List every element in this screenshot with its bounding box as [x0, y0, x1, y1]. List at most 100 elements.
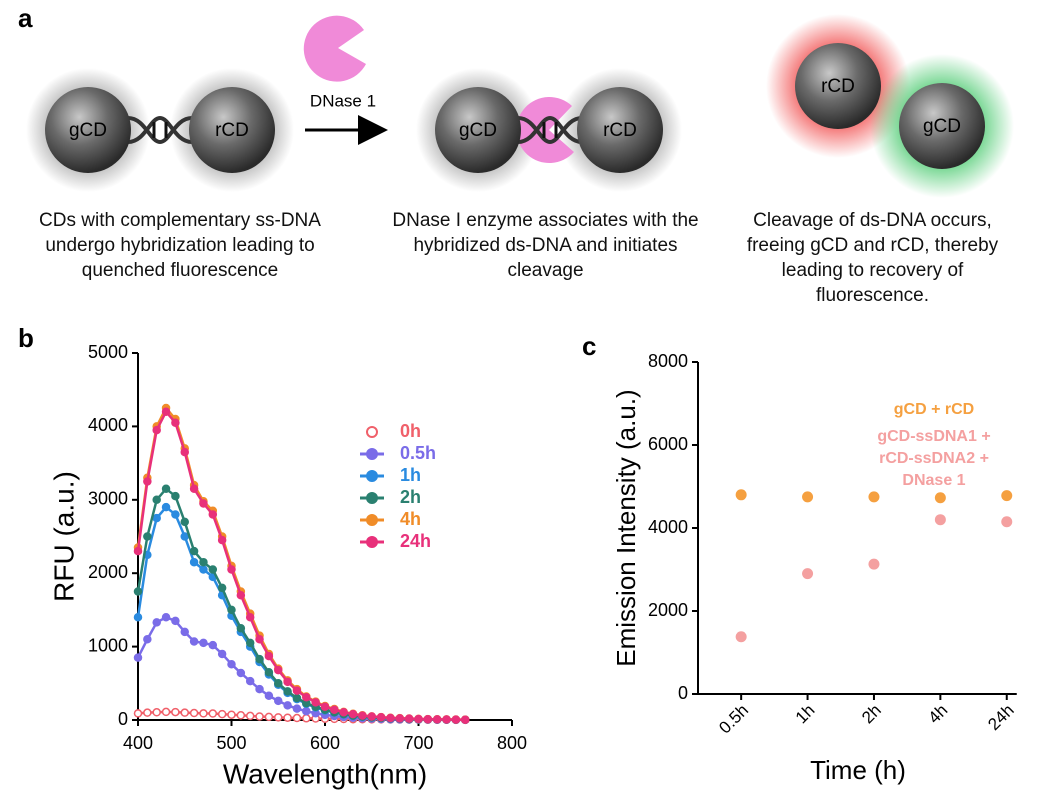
data-point — [161, 407, 171, 416]
x-tick-label: 400 — [123, 733, 153, 753]
data-point — [367, 712, 376, 721]
data-point — [802, 491, 814, 503]
data-point — [264, 712, 274, 722]
data-point — [161, 612, 171, 622]
data-point — [302, 714, 311, 723]
y-tick-label: 1000 — [88, 635, 128, 655]
data-point — [227, 710, 236, 719]
y-tick-label: 8000 — [648, 351, 688, 371]
data-point — [133, 709, 143, 718]
data-point — [171, 707, 180, 717]
data-point — [199, 638, 208, 648]
data-point — [133, 587, 143, 596]
data-point — [161, 502, 171, 512]
data-point — [302, 706, 311, 716]
particle-label: gCD — [459, 120, 497, 141]
enzyme-icon — [303, 15, 366, 82]
data-point — [217, 535, 227, 545]
legend-label: 1h — [400, 465, 421, 485]
legend-label: gCD + rCD — [894, 401, 974, 418]
legend-label: 0h — [400, 421, 421, 441]
data-point — [255, 712, 264, 721]
y-axis-title: RFU (a.u.) — [48, 471, 79, 602]
data-point — [217, 709, 227, 719]
data-point — [199, 557, 208, 567]
data-point — [868, 491, 880, 503]
data-point — [152, 513, 161, 523]
data-point — [133, 653, 143, 662]
data-point — [171, 491, 180, 501]
data-point — [208, 640, 218, 650]
enzyme-bound-pair — [416, 68, 682, 192]
data-point — [274, 696, 283, 706]
x-tick-label: 4h — [925, 701, 952, 728]
data-point — [461, 715, 470, 724]
data-point — [358, 711, 367, 720]
caption: DNase I enzyme associates with the hybri… — [392, 210, 699, 281]
data-point — [152, 425, 161, 435]
data-point — [189, 557, 199, 567]
data-point — [245, 612, 255, 622]
y-tick-label: 6000 — [648, 434, 688, 454]
data-point — [143, 532, 152, 541]
data-point — [868, 558, 880, 570]
legend-marker — [366, 426, 378, 438]
data-point — [199, 499, 208, 508]
data-point — [432, 715, 442, 724]
data-point — [283, 701, 292, 710]
particle-label: gCD — [69, 120, 107, 141]
data-point — [292, 713, 302, 723]
particle-label: rCD — [821, 76, 855, 97]
data-point — [395, 714, 405, 723]
data-point — [339, 708, 348, 717]
x-tick-label: 600 — [310, 733, 340, 753]
legend-marker — [366, 536, 378, 548]
x-tick-label: 700 — [403, 733, 433, 753]
data-point — [442, 715, 451, 724]
data-point — [264, 691, 274, 701]
data-point — [199, 565, 208, 574]
data-point — [264, 651, 274, 661]
data-point — [208, 709, 218, 718]
data-point — [180, 532, 189, 541]
data-point — [1001, 490, 1013, 502]
legend-marker — [366, 514, 378, 526]
data-point — [283, 687, 292, 696]
hybridized-pair — [26, 68, 294, 192]
data-point — [302, 692, 311, 702]
data-point — [283, 713, 292, 722]
data-point — [330, 705, 339, 714]
data-point — [180, 517, 189, 527]
data-point — [274, 665, 283, 675]
legend-marker — [366, 492, 378, 504]
data-point — [1001, 516, 1013, 528]
data-point — [208, 510, 218, 519]
data-point — [348, 709, 358, 719]
data-point — [227, 659, 236, 669]
data-point — [143, 708, 152, 717]
data-point — [292, 693, 302, 703]
data-point — [735, 631, 747, 643]
data-point — [143, 477, 152, 486]
data-point — [227, 605, 236, 615]
panel-label: b — [18, 323, 34, 353]
data-point — [414, 714, 423, 724]
data-point — [423, 714, 433, 724]
legend-label: 2h — [400, 487, 421, 507]
data-point — [283, 677, 292, 687]
data-point — [320, 702, 330, 712]
data-point — [236, 668, 246, 678]
data-point — [180, 708, 189, 717]
data-point — [264, 668, 274, 677]
x-axis-title: Wavelength(nm) — [223, 758, 427, 789]
data-point — [376, 712, 386, 722]
legend-label: gCD-ssDNA1 + rCD-ssDNA2 + DNase 1 — [877, 428, 991, 489]
caption: CDs with complementary ss-DNA undergo hy… — [39, 210, 321, 281]
data-point — [255, 684, 264, 694]
data-point — [274, 713, 283, 722]
y-axis-title: Emission Intensity (a.u.) — [611, 389, 641, 666]
x-tick-label: 1h — [792, 701, 819, 728]
data-point — [292, 704, 302, 713]
freed-particles — [766, 14, 1014, 198]
